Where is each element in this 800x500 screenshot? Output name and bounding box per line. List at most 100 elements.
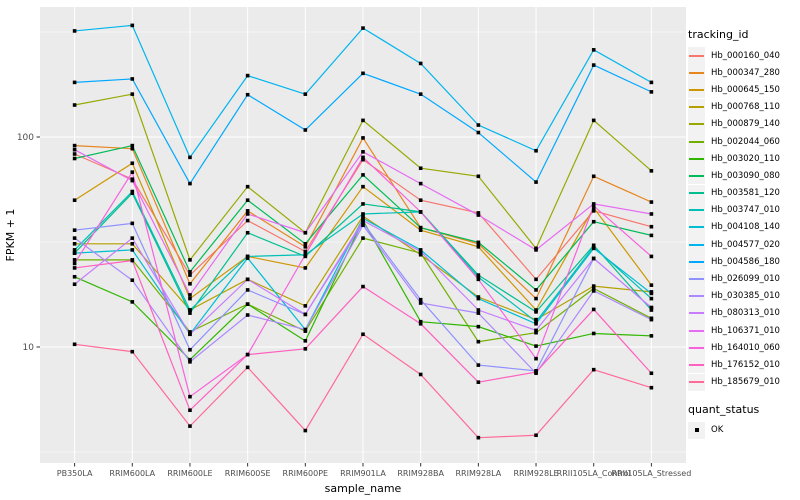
legend-item: Hb_003090_080 <box>688 167 800 185</box>
data-point <box>245 92 250 97</box>
data-point <box>418 372 423 377</box>
data-point <box>361 223 365 228</box>
data-point <box>303 249 308 254</box>
data-point <box>649 254 654 259</box>
legend-swatch <box>688 167 705 185</box>
data-point <box>72 29 77 33</box>
data-point <box>72 236 77 240</box>
legend-label: Hb_185679_010 <box>711 377 780 388</box>
legend-label: Hb_000879_140 <box>711 119 780 130</box>
legend-swatch <box>688 81 705 99</box>
data-point <box>476 245 481 249</box>
data-point <box>245 288 250 292</box>
data-point <box>418 225 423 230</box>
data-point <box>188 424 192 428</box>
data-point <box>418 61 423 66</box>
legend-label: Hb_030385_010 <box>711 291 780 302</box>
series-color-line-icon <box>689 123 704 126</box>
legend-swatch <box>688 64 705 82</box>
legend-label: Hb_004108_140 <box>711 222 780 233</box>
data-point <box>303 252 308 257</box>
legend-label: Hb_004586_180 <box>711 256 780 267</box>
data-point <box>245 73 250 78</box>
data-point <box>591 367 596 372</box>
data-point <box>476 363 481 367</box>
legend-item: Hb_185679_010 <box>688 373 800 391</box>
data-point <box>476 240 481 245</box>
series-color-line-icon <box>689 209 704 212</box>
legend-item: Hb_000879_140 <box>688 115 800 133</box>
data-point <box>591 206 596 210</box>
data-point <box>245 365 250 370</box>
legend-label: Hb_003020_110 <box>711 153 780 164</box>
data-point <box>303 339 308 343</box>
legend-swatch <box>688 253 705 271</box>
legend-title-tracking-id: tracking_id <box>688 28 749 41</box>
data-point <box>361 184 365 189</box>
data-point <box>534 330 538 335</box>
data-point <box>72 156 77 161</box>
data-point <box>72 228 77 232</box>
data-point <box>361 284 365 289</box>
data-point <box>72 248 77 252</box>
series-color-line-icon <box>689 54 704 57</box>
data-point <box>72 152 77 156</box>
data-point <box>591 63 596 67</box>
data-point <box>130 278 135 283</box>
data-point <box>130 161 135 166</box>
x-category-label: RRIM928LE <box>513 469 558 478</box>
legend-items: Hb_000160_040 Hb_000347_280 Hb_000645_150 H… <box>688 47 800 391</box>
legend-label: Hb_106371_010 <box>711 325 780 336</box>
data-point <box>591 202 596 206</box>
legend-item: Hb_002044_060 <box>688 133 800 151</box>
legend-swatch <box>688 218 705 236</box>
data-point <box>534 248 538 252</box>
legend-item: Hb_000160_040 <box>688 47 800 65</box>
data-point <box>649 371 654 376</box>
data-point <box>361 71 365 76</box>
data-point <box>591 48 596 52</box>
data-point <box>130 300 135 304</box>
black-square-marker-icon <box>694 428 699 433</box>
legend-label: Hb_000645_150 <box>711 84 780 95</box>
data-point <box>303 327 308 332</box>
data-point <box>649 308 654 312</box>
series-color-line-icon <box>689 278 704 281</box>
data-point <box>130 258 135 263</box>
series-color-line-icon <box>689 363 704 366</box>
legend-swatch <box>688 133 705 151</box>
data-point <box>476 311 481 315</box>
legend-swatch <box>688 287 705 305</box>
data-point <box>649 200 654 204</box>
data-point <box>188 258 192 262</box>
data-point <box>188 360 192 364</box>
data-point <box>361 212 365 216</box>
data-point <box>245 198 250 203</box>
data-point <box>245 212 250 216</box>
series-color-line-icon <box>689 140 704 143</box>
data-point <box>418 181 423 186</box>
data-point <box>188 330 192 334</box>
data-point <box>188 181 192 186</box>
data-point <box>418 321 423 326</box>
data-point <box>591 118 596 123</box>
data-point <box>72 198 77 203</box>
legend-swatch <box>688 373 705 391</box>
x-category-label: RRIM928BA <box>397 469 444 478</box>
legend-item: Hb_080313_010 <box>688 304 800 322</box>
legend: tracking_id Hb_000160_040 Hb_000347_280 Hb… <box>688 28 800 439</box>
data-point <box>188 357 192 362</box>
data-point <box>476 308 481 312</box>
x-category-label: RRIM600PE <box>283 469 329 478</box>
legend-item: Hb_003581_120 <box>688 184 800 202</box>
data-point <box>534 288 538 292</box>
legend-label: Hb_026099_010 <box>711 274 780 285</box>
series-color-line-icon <box>689 329 704 332</box>
legend-swatch <box>688 201 705 219</box>
legend-item: Hb_000768_110 <box>688 98 800 116</box>
data-point <box>649 296 654 301</box>
data-point <box>130 248 135 252</box>
data-point <box>303 304 308 308</box>
data-point <box>303 428 308 433</box>
